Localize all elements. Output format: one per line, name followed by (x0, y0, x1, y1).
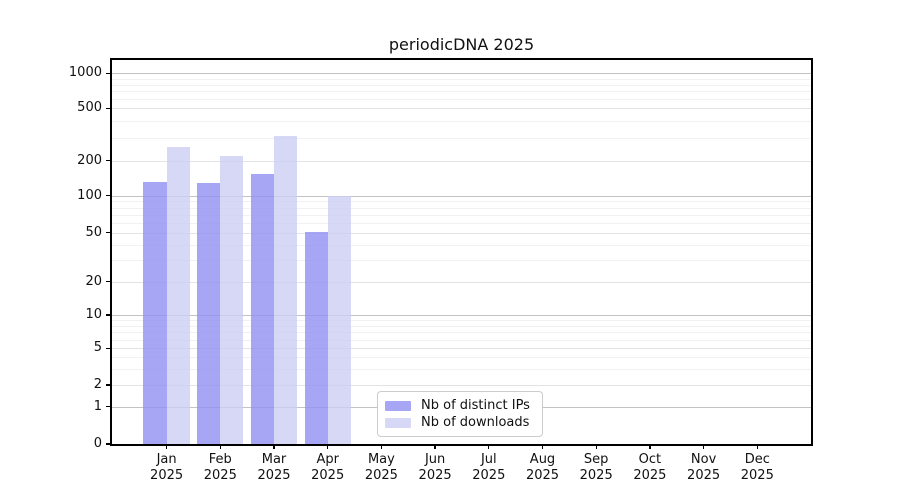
x-tick-mark (541, 444, 544, 449)
gridline (112, 357, 811, 359)
y-tick-mark (106, 160, 111, 162)
gridline (112, 121, 811, 123)
x-tick-mark (649, 444, 651, 449)
bar-downloads (220, 156, 244, 444)
y-tick-mark (106, 232, 111, 234)
gridline (112, 339, 811, 341)
legend-entry-distinct-ips: Nb of distinct IPs (385, 398, 534, 414)
x-tick-mark (165, 444, 168, 449)
y-tick-label: 1 (93, 398, 102, 414)
legend-label: Nb of distinct IPs (421, 398, 530, 413)
bar-downloads (274, 135, 298, 444)
gridline (112, 214, 811, 216)
gridline (112, 368, 811, 370)
x-tick-mark (702, 444, 705, 449)
gridline (112, 348, 811, 350)
gridline (112, 232, 811, 234)
gridline (112, 223, 811, 224)
gridline (112, 320, 811, 322)
gridline (112, 332, 811, 334)
gridline (112, 195, 811, 197)
gridline (112, 137, 811, 139)
y-tick-mark (106, 195, 111, 197)
bar-downloads (166, 146, 190, 444)
gridline (112, 84, 811, 86)
x-tick-mark (488, 444, 490, 449)
legend-entry-downloads: Nb of downloads (385, 415, 534, 431)
y-tick-label: 0 (93, 436, 102, 451)
y-tick-label: 50 (85, 224, 102, 240)
x-tick-label: Nov 2025 (687, 452, 721, 483)
x-tick-label: May 2025 (364, 452, 398, 483)
x-tick-label: Apr 2025 (311, 452, 345, 483)
y-tick-mark (106, 443, 111, 445)
x-tick-label: Jun 2025 (418, 452, 452, 483)
legend-label: Nb of downloads (421, 415, 530, 430)
y-tick-label: 100 (77, 187, 102, 203)
y-tick-label: 1000 (68, 65, 102, 81)
y-tick-label: 2 (93, 377, 102, 392)
x-tick-label: Feb 2025 (203, 452, 237, 483)
y-tick-label: 500 (77, 100, 102, 116)
gridline (112, 385, 811, 386)
bar-downloads (327, 195, 351, 444)
bar-distinct-ips (250, 173, 274, 444)
x-tick-label: Sep 2025 (579, 452, 613, 483)
gridline (112, 207, 811, 209)
y-tick-label: 10 (85, 307, 102, 322)
x-tick-label: Jul 2025 (472, 452, 506, 483)
gridline (112, 201, 811, 203)
x-tick-mark (219, 444, 221, 449)
y-tick-mark (106, 281, 111, 283)
y-tick-mark (106, 384, 111, 386)
y-tick-mark (106, 347, 111, 349)
x-tick-mark (756, 444, 758, 449)
y-tick-mark (106, 314, 111, 316)
x-tick-mark (327, 444, 329, 449)
legend: Nb of distinct IPs Nb of downloads (377, 391, 543, 437)
gridline (112, 73, 811, 75)
bar-distinct-ips (143, 181, 167, 444)
gridline (112, 91, 811, 93)
x-tick-mark (434, 444, 436, 449)
y-tick-label: 5 (93, 340, 102, 356)
gridline (112, 160, 811, 162)
x-tick-label: Dec 2025 (740, 452, 774, 483)
x-tick-label: Oct 2025 (633, 452, 667, 483)
y-tick-label: 200 (77, 152, 102, 168)
y-tick-label: 20 (85, 273, 102, 289)
gridline (112, 281, 811, 283)
x-tick-mark (595, 444, 597, 449)
x-tick-label: Aug 2025 (525, 452, 560, 483)
gridline (112, 325, 811, 327)
x-tick-label: Mar 2025 (257, 452, 291, 483)
x-tick-mark (380, 444, 383, 449)
legend-swatch-downloads (385, 418, 411, 428)
plot-area (110, 58, 813, 446)
chart-title: periodicDNA 2025 (388, 35, 535, 54)
x-tick-mark (273, 444, 275, 449)
gridline (112, 244, 811, 246)
gridline (112, 260, 811, 261)
y-tick-mark (106, 406, 111, 408)
gridline (112, 99, 811, 101)
gridline (112, 108, 811, 110)
y-tick-mark (106, 72, 111, 74)
legend-swatch-distinct-ips (385, 401, 411, 411)
gridline (112, 315, 811, 316)
bar-distinct-ips (304, 231, 328, 444)
x-tick-label: Jan 2025 (150, 452, 184, 483)
y-tick-mark (106, 107, 111, 109)
bar-distinct-ips (197, 183, 221, 444)
gridline (112, 78, 811, 80)
